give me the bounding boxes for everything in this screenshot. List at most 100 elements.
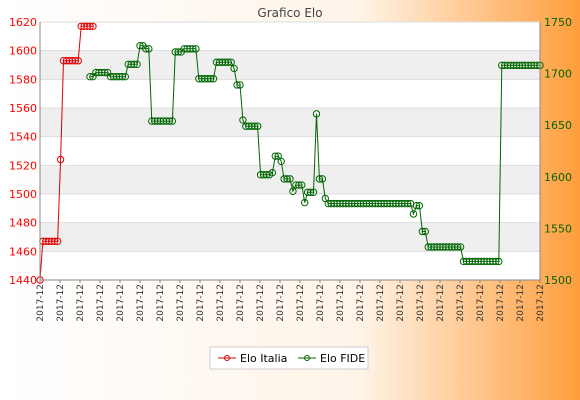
x-tick-label: 2017-12: [156, 284, 166, 322]
elo-italia-point: [83, 22, 91, 30]
elo-fide-point: [401, 199, 409, 208]
elo-fide-point: [236, 81, 244, 89]
elo-fide-point: [148, 117, 156, 125]
elo-fide-point: [389, 199, 397, 208]
elo-italia-point: [89, 22, 97, 30]
elo-fide-point: [280, 175, 288, 183]
elo-fide-point: [365, 199, 374, 208]
elo-fide-point: [215, 58, 224, 66]
elo-fide-point: [86, 72, 94, 81]
elo-fide-point: [318, 175, 327, 183]
elo-fide-point: [515, 61, 524, 70]
elo-fide-point: [498, 61, 506, 70]
elo-fide-point: [145, 45, 153, 53]
elo-fide-point: [192, 45, 200, 53]
elo-fide-point: [451, 243, 459, 251]
elo-fide-point: [336, 199, 344, 208]
elo-fide-point: [448, 243, 456, 251]
elo-fide-point: [418, 227, 427, 236]
elo-fide-point: [159, 117, 168, 125]
elo-fide-point: [168, 117, 177, 125]
elo-fide-point: [327, 199, 335, 208]
x-tick-label: 2017-12: [136, 284, 146, 322]
left-tick-label: 1440: [9, 274, 37, 287]
elo-fide-point: [383, 199, 391, 208]
left-tick-label: 1600: [9, 45, 37, 58]
elo-fide-point: [477, 257, 485, 266]
x-tick-label: 2017-12: [276, 284, 286, 322]
legend-marker-elo-fide: [304, 355, 310, 361]
elo-fide-point: [353, 199, 362, 208]
elo-fide-point: [165, 117, 174, 125]
elo-fide-point: [253, 122, 262, 130]
left-tick-label: 1460: [9, 245, 37, 258]
elo-fide-point: [283, 175, 291, 183]
elo-fide-point: [101, 68, 109, 77]
elo-fide-point: [501, 61, 509, 70]
elo-fide-point: [156, 117, 165, 125]
elo-fide-point: [527, 61, 535, 70]
elo-italia-point: [42, 237, 50, 246]
elo-fide-point: [368, 199, 377, 208]
elo-fide-point: [521, 61, 529, 70]
elo-fide-point: [430, 243, 438, 251]
right-tick-label: 1600: [544, 171, 572, 184]
elo-fide-point: [462, 257, 471, 266]
x-tick-label: 2017-12: [236, 284, 246, 322]
elo-fide-point: [298, 181, 306, 189]
elo-fide-point: [289, 187, 297, 195]
x-tick-label: 2017-12: [396, 284, 406, 322]
grid-band: [40, 222, 540, 252]
elo-fide-line: [90, 45, 540, 262]
elo-fide-point: [333, 199, 341, 208]
elo-fide-point: [453, 243, 462, 251]
elo-fide-point: [115, 72, 124, 81]
elo-fide-point: [456, 243, 465, 251]
elo-italia-point: [71, 57, 79, 65]
elo-fide-point: [436, 243, 444, 251]
left-tick-label: 1540: [9, 131, 37, 144]
elo-fide-point: [486, 257, 494, 266]
left-tick-label: 1500: [9, 188, 37, 201]
elo-fide-point: [351, 199, 359, 208]
elo-fide-point: [471, 257, 479, 266]
left-tick-label: 1580: [9, 73, 37, 86]
elo-fide-point: [248, 122, 256, 130]
elo-fide-point: [245, 122, 253, 130]
elo-fide-point: [221, 58, 229, 66]
elo-fide-point: [380, 199, 388, 208]
elo-fide-point: [271, 152, 279, 160]
elo-fide-point: [162, 117, 171, 125]
elo-fide-point: [371, 199, 379, 208]
right-tick-label: 1750: [544, 16, 572, 29]
elo-fide-point: [415, 201, 424, 210]
elo-fide-point: [153, 117, 162, 125]
elo-fide-point: [518, 61, 527, 70]
elo-fide-point: [198, 75, 206, 83]
elo-fide-point: [409, 210, 418, 218]
elo-fide-point: [495, 257, 503, 266]
elo-fide-point: [109, 72, 118, 81]
elo-fide-point: [230, 64, 238, 73]
elo-fide-point: [459, 257, 468, 266]
left-tick-label: 1620: [9, 16, 37, 29]
elo-fide-point: [186, 45, 194, 53]
right-tick-label: 1500: [544, 274, 572, 287]
elo-fide-point: [180, 45, 188, 53]
elo-fide-point: [465, 257, 474, 266]
elo-fide-point: [480, 257, 488, 266]
left-tick-label: 1520: [9, 159, 37, 172]
elo-italia-point: [77, 22, 85, 30]
x-tick-label: 2017-12: [36, 284, 46, 322]
elo-fide-point: [512, 61, 521, 70]
elo-fide-point: [142, 45, 150, 53]
elo-fide-point: [251, 122, 259, 130]
elo-fide-point: [174, 48, 182, 56]
elo-fide-point: [524, 61, 532, 70]
elo-fide-point: [92, 68, 100, 77]
elo-italia-point: [65, 57, 74, 65]
elo-fide-point: [189, 45, 197, 53]
elo-fide-point: [209, 75, 218, 83]
elo-italia-point: [45, 237, 53, 246]
elo-fide-point: [98, 68, 106, 77]
